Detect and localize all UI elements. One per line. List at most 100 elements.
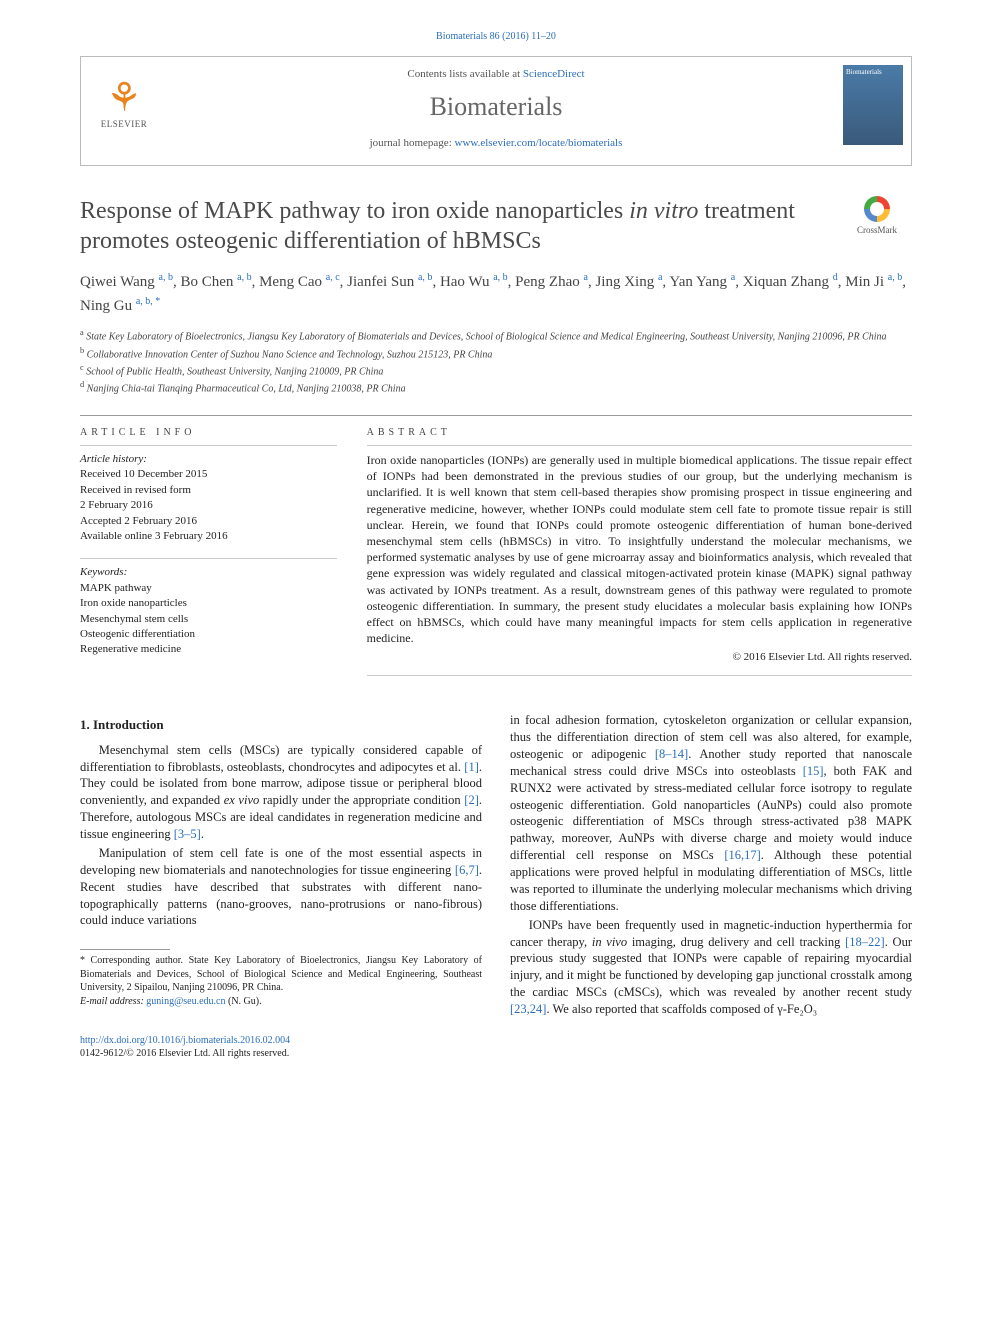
body-text: . We also reported that scaffolds compos…: [546, 1002, 817, 1016]
journal-cover-thumbnail: Biomaterials: [843, 65, 903, 145]
affiliation: a State Key Laboratory of Bioelectronics…: [80, 327, 912, 344]
history-line: 2 February 2016: [80, 498, 337, 513]
keyword: Osteogenic differentiation: [80, 627, 337, 642]
affiliation: b Collaborative Innovation Center of Suz…: [80, 345, 912, 362]
email-link[interactable]: guning@seu.edu.cn: [146, 996, 225, 1007]
authors-list: Qiwei Wang a, b, Bo Chen a, b, Meng Cao …: [80, 270, 912, 317]
corresponding-author-footnote: * Corresponding author. State Key Labora…: [80, 954, 482, 1008]
keyword: Iron oxide nanoparticles: [80, 596, 337, 611]
author: Jianfei Sun a, b: [347, 274, 432, 290]
doi-footer: http://dx.doi.org/10.1016/j.biomaterials…: [80, 1034, 912, 1061]
body-italic: ex vivo: [224, 793, 260, 807]
author: Xiquan Zhang d: [743, 274, 838, 290]
intro-para-4: IONPs have been frequently used in magne…: [510, 917, 912, 1018]
history-line: Received 10 December 2015: [80, 467, 337, 482]
title-row: Response of MAPK pathway to iron oxide n…: [80, 196, 912, 256]
section-heading-intro: 1. Introduction: [80, 716, 482, 734]
body-text: .: [201, 827, 204, 841]
journal-header: ⚘ ELSEVIER Biomaterials Contents lists a…: [80, 56, 912, 167]
sciencedirect-link[interactable]: ScienceDirect: [523, 68, 585, 80]
author-aff-link[interactable]: a, b: [159, 272, 173, 283]
ref-link[interactable]: [2]: [464, 793, 479, 807]
abstract-copyright: © 2016 Elsevier Ltd. All rights reserved…: [367, 650, 912, 665]
ref-link[interactable]: [23,24]: [510, 1002, 546, 1016]
body-text: Mesenchymal stem cells (MSCs) are typica…: [80, 743, 482, 774]
info-abstract-row: ARTICLE INFO Article history: Received 1…: [80, 426, 912, 683]
author: Ning Gu a, b, *: [80, 298, 160, 314]
history-line: Available online 3 February 2016: [80, 529, 337, 544]
affiliations-list: a State Key Laboratory of Bioelectronics…: [80, 327, 912, 396]
journal-name: Biomaterials: [171, 89, 821, 124]
ref-link[interactable]: [1]: [464, 760, 479, 774]
divider-thin: [367, 445, 912, 446]
keyword: MAPK pathway: [80, 581, 337, 596]
author: Meng Cao a, c: [259, 274, 340, 290]
homepage-line: journal homepage: www.elsevier.com/locat…: [171, 136, 821, 151]
crossmark-badge[interactable]: CrossMark: [842, 196, 912, 236]
keyword: Mesenchymal stem cells: [80, 612, 337, 627]
contents-line: Contents lists available at ScienceDirec…: [171, 67, 821, 82]
ref-link[interactable]: [16,17]: [724, 848, 760, 862]
elsevier-logo: ⚘ ELSEVIER: [89, 65, 159, 145]
author-aff-link[interactable]: a, b: [418, 272, 432, 283]
body-columns: 1. Introduction Mesenchymal stem cells (…: [80, 712, 912, 1018]
author: Min Ji a, b: [845, 274, 902, 290]
keywords-label: Keywords:: [80, 565, 337, 580]
doi-link[interactable]: http://dx.doi.org/10.1016/j.biomaterials…: [80, 1035, 290, 1046]
history-line: Received in revised form: [80, 483, 337, 498]
title-italic: in vitro: [629, 198, 698, 224]
author: Peng Zhao a: [515, 274, 588, 290]
article-info-col: ARTICLE INFO Article history: Received 1…: [80, 426, 337, 683]
intro-para-2: Manipulation of stem cell fate is one of…: [80, 845, 482, 929]
author-aff-link[interactable]: a, b: [237, 272, 251, 283]
ref-link[interactable]: [18–22]: [845, 935, 885, 949]
divider-thin: [367, 675, 912, 676]
author: Hao Wu a, b: [440, 274, 508, 290]
author: Bo Chen a, b: [180, 274, 251, 290]
ref-link[interactable]: [3–5]: [174, 827, 201, 841]
footnote-rule: [80, 949, 170, 950]
author-aff-link[interactable]: a, c: [326, 272, 340, 283]
abstract-text: Iron oxide nanoparticles (IONPs) are gen…: [367, 452, 912, 646]
author-aff-link[interactable]: d: [833, 272, 838, 283]
intro-para-3: in focal adhesion formation, cytoskeleto…: [510, 712, 912, 915]
divider-thin: [80, 445, 337, 446]
homepage-link[interactable]: www.elsevier.com/locate/biomaterials: [455, 137, 623, 149]
body-text: rapidly under the appropriate condition: [259, 793, 464, 807]
author-aff-link[interactable]: a: [658, 272, 662, 283]
abstract-col: ABSTRACT Iron oxide nanoparticles (IONPs…: [367, 426, 912, 683]
contents-prefix: Contents lists available at: [407, 68, 522, 80]
author-aff-link[interactable]: a, b, *: [136, 296, 160, 307]
crossmark-label: CrossMark: [857, 225, 897, 235]
author: Yan Yang a: [669, 274, 735, 290]
history-line: Accepted 2 February 2016: [80, 514, 337, 529]
author-aff-link[interactable]: a: [731, 272, 735, 283]
crossmark-icon: [864, 196, 890, 222]
author: Qiwei Wang a, b: [80, 274, 173, 290]
author-aff-link[interactable]: a, b: [888, 272, 902, 283]
history-label: Article history:: [80, 452, 337, 467]
affiliation: c School of Public Health, Southeast Uni…: [80, 362, 912, 379]
header-citation: Biomaterials 86 (2016) 11–20: [80, 30, 912, 44]
homepage-prefix: journal homepage:: [370, 137, 455, 149]
body-italic: in vivo: [592, 935, 627, 949]
author-aff-link[interactable]: a: [584, 272, 588, 283]
author: Jing Xing a: [595, 274, 662, 290]
intro-para-1: Mesenchymal stem cells (MSCs) are typica…: [80, 742, 482, 843]
elsevier-tree-icon: ⚘: [106, 78, 142, 118]
ref-link[interactable]: [15]: [803, 764, 824, 778]
corr-author-text: * Corresponding author. State Key Labora…: [80, 954, 482, 995]
ref-link[interactable]: [6,7]: [455, 863, 479, 877]
ref-link[interactable]: [8–14]: [655, 747, 688, 761]
keywords-block: Keywords: MAPK pathwayIron oxide nanopar…: [80, 565, 337, 657]
author-aff-link[interactable]: a, b: [493, 272, 507, 283]
elsevier-text: ELSEVIER: [101, 118, 148, 130]
email-who: (N. Gu).: [226, 996, 262, 1007]
divider-thin: [80, 558, 337, 559]
article-info-label: ARTICLE INFO: [80, 426, 337, 440]
keyword: Regenerative medicine: [80, 642, 337, 657]
divider: [80, 415, 912, 416]
body-text: imaging, drug delivery and cell tracking: [627, 935, 845, 949]
email-label: E-mail address:: [80, 996, 146, 1007]
issn-copyright: 0142-9612/© 2016 Elsevier Ltd. All right…: [80, 1047, 912, 1061]
